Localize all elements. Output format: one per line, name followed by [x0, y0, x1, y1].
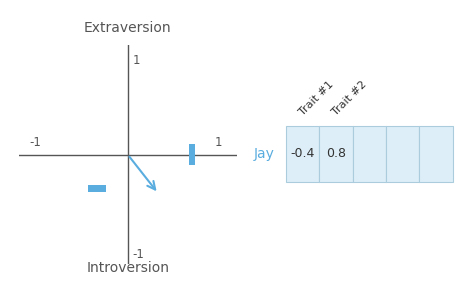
Text: Trait #1: Trait #1 — [297, 79, 335, 117]
Text: 0.8: 0.8 — [326, 147, 346, 160]
Text: -1: -1 — [29, 136, 41, 149]
Bar — [386, 126, 420, 182]
Bar — [189, 144, 194, 165]
Text: Trait #2: Trait #2 — [331, 79, 369, 117]
Bar — [88, 185, 106, 192]
Bar — [319, 126, 353, 182]
Text: 1: 1 — [215, 136, 222, 149]
Bar — [286, 126, 319, 182]
Text: 1: 1 — [132, 54, 140, 67]
Text: Extraversion: Extraversion — [84, 21, 172, 35]
Bar — [353, 126, 386, 182]
Bar — [420, 126, 453, 182]
Text: -0.4: -0.4 — [290, 147, 315, 160]
Text: Jay: Jay — [254, 147, 275, 161]
Text: Introversion: Introversion — [86, 261, 169, 275]
Text: -1: -1 — [132, 248, 144, 261]
